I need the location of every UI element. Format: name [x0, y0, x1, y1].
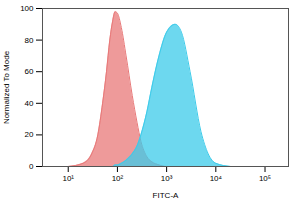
svg-text:10³: 10³: [161, 174, 173, 183]
svg-text:10⁵: 10⁵: [259, 174, 271, 183]
svg-text:10¹: 10¹: [62, 174, 74, 183]
svg-text:60: 60: [25, 67, 34, 76]
svg-text:10⁴: 10⁴: [210, 174, 223, 183]
svg-text:0: 0: [29, 162, 34, 171]
svg-text:80: 80: [25, 36, 34, 45]
svg-text:Normalized To Mode: Normalized To Mode: [2, 50, 11, 124]
svg-text:FITC-A: FITC-A: [153, 191, 179, 200]
svg-text:40: 40: [25, 99, 34, 108]
svg-text:10²: 10²: [112, 174, 124, 183]
svg-text:100: 100: [20, 4, 34, 13]
svg-text:20: 20: [25, 130, 34, 139]
